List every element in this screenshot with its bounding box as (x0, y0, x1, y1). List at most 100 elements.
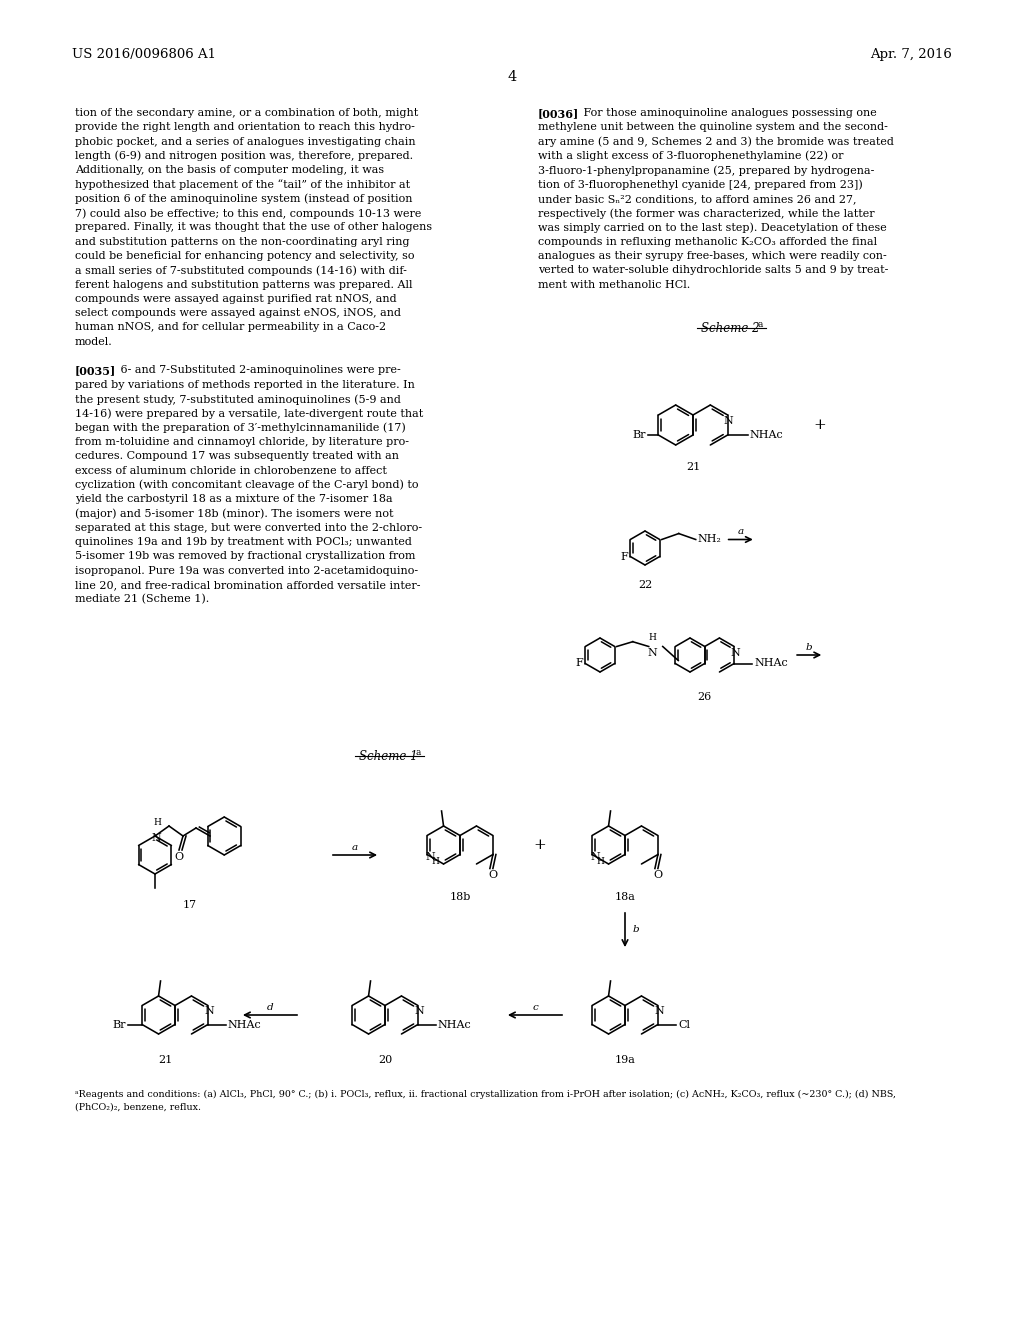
Text: compounds were assayed against purified rat nNOS, and: compounds were assayed against purified … (75, 294, 396, 304)
Text: line 20, and free-radical bromination afforded versatile inter-: line 20, and free-radical bromination af… (75, 579, 421, 590)
Text: US 2016/0096806 A1: US 2016/0096806 A1 (72, 48, 216, 61)
Text: O: O (174, 851, 183, 862)
Text: prepared. Finally, it was thought that the use of other halogens: prepared. Finally, it was thought that t… (75, 222, 432, 232)
Text: respectively (the former was characterized, while the latter: respectively (the former was characteriz… (538, 209, 874, 219)
Text: [0035]: [0035] (75, 366, 117, 376)
Text: For those aminoquinoline analogues possessing one: For those aminoquinoline analogues posse… (573, 108, 877, 117)
Text: (PhCO₂)₂, benzene, reflux.: (PhCO₂)₂, benzene, reflux. (75, 1104, 201, 1111)
Text: with a slight excess of 3-fluorophenethylamine (22) or: with a slight excess of 3-fluorophenethy… (538, 150, 844, 161)
Text: phobic pocket, and a series of analogues investigating chain: phobic pocket, and a series of analogues… (75, 136, 416, 147)
Text: [0036]: [0036] (538, 108, 580, 119)
Text: 21: 21 (686, 462, 700, 473)
Text: 18b: 18b (450, 892, 471, 902)
Text: quinolines 19a and 19b by treatment with POCl₃; unwanted: quinolines 19a and 19b by treatment with… (75, 537, 412, 546)
Text: ᵃReagents and conditions: (a) AlCl₃, PhCl, 90° C.; (b) i. POCl₃, reflux, ii. fra: ᵃReagents and conditions: (a) AlCl₃, PhC… (75, 1090, 896, 1100)
Text: 6- and 7-Substituted 2-aminoquinolines were pre-: 6- and 7-Substituted 2-aminoquinolines w… (110, 366, 400, 375)
Text: 4: 4 (507, 70, 517, 84)
Text: cyclization (with concomitant cleavage of the C-aryl bond) to: cyclization (with concomitant cleavage o… (75, 479, 419, 490)
Text: N: N (590, 851, 600, 862)
Text: +: + (534, 838, 547, 851)
Text: 19a: 19a (614, 1055, 636, 1065)
Text: 17: 17 (183, 900, 197, 909)
Text: O: O (653, 870, 663, 880)
Text: under basic Sₙ²2 conditions, to afford amines 26 and 27,: under basic Sₙ²2 conditions, to afford a… (538, 194, 856, 203)
Text: b: b (806, 643, 812, 652)
Text: (major) and 5-isomer 18b (minor). The isomers were not: (major) and 5-isomer 18b (minor). The is… (75, 508, 393, 519)
Text: NH₂: NH₂ (697, 535, 722, 544)
Text: N: N (654, 1006, 664, 1016)
Text: N: N (648, 648, 657, 657)
Text: NHAc: NHAc (228, 1019, 262, 1030)
Text: from m-toluidine and cinnamoyl chloride, by literature pro-: from m-toluidine and cinnamoyl chloride,… (75, 437, 409, 447)
Text: 14-16) were prepared by a versatile, late-divergent route that: 14-16) were prepared by a versatile, lat… (75, 408, 423, 418)
Text: N: N (414, 1006, 424, 1016)
Text: began with the preparation of 3′-methylcinnamanilide (17): began with the preparation of 3′-methylc… (75, 422, 406, 433)
Text: 5-isomer 19b was removed by fractional crystallization from: 5-isomer 19b was removed by fractional c… (75, 552, 416, 561)
Text: N: N (425, 851, 435, 862)
Text: separated at this stage, but were converted into the 2-chloro-: separated at this stage, but were conver… (75, 523, 422, 533)
Text: 22: 22 (638, 579, 652, 590)
Text: N: N (724, 416, 733, 426)
Text: N: N (152, 833, 161, 843)
Text: O: O (488, 870, 498, 880)
Text: H: H (649, 632, 656, 642)
Text: the present study, 7-substituted aminoquinolines (5-9 and: the present study, 7-substituted aminoqu… (75, 393, 400, 404)
Text: F: F (621, 552, 629, 561)
Text: NHAc: NHAc (438, 1019, 472, 1030)
Text: N: N (204, 1006, 214, 1016)
Text: methylene unit between the quinoline system and the second-: methylene unit between the quinoline sys… (538, 123, 888, 132)
Text: tion of the secondary amine, or a combination of both, might: tion of the secondary amine, or a combin… (75, 108, 418, 117)
Text: isopropanol. Pure 19a was converted into 2-acetamidoquino-: isopropanol. Pure 19a was converted into… (75, 565, 418, 576)
Text: yield the carbostyril 18 as a mixture of the 7-isomer 18a: yield the carbostyril 18 as a mixture of… (75, 494, 392, 504)
Text: human nNOS, and for cellular permeability in a Caco-2: human nNOS, and for cellular permeabilit… (75, 322, 386, 333)
Text: excess of aluminum chloride in chlorobenzene to affect: excess of aluminum chloride in chloroben… (75, 466, 387, 475)
Text: hypothesized that placement of the “tail” of the inhibitor at: hypothesized that placement of the “tail… (75, 180, 411, 190)
Text: Br: Br (113, 1019, 126, 1030)
Text: c: c (532, 1002, 538, 1011)
Text: H: H (153, 818, 161, 828)
Text: Cl: Cl (678, 1019, 690, 1030)
Text: compounds in refluxing methanolic K₂CO₃ afforded the final: compounds in refluxing methanolic K₂CO₃ … (538, 236, 878, 247)
Text: b: b (633, 925, 640, 935)
Text: NHAc: NHAc (750, 430, 783, 440)
Text: cedures. Compound 17 was subsequently treated with an: cedures. Compound 17 was subsequently tr… (75, 451, 399, 461)
Text: position 6 of the aminoquinoline system (instead of position: position 6 of the aminoquinoline system … (75, 194, 413, 205)
Text: Apr. 7, 2016: Apr. 7, 2016 (870, 48, 952, 61)
Text: a: a (352, 842, 358, 851)
Text: select compounds were assayed against eNOS, iNOS, and: select compounds were assayed against eN… (75, 308, 401, 318)
Text: NHAc: NHAc (754, 659, 787, 668)
Text: 7) could also be effective; to this end, compounds 10-13 were: 7) could also be effective; to this end,… (75, 209, 421, 219)
Text: Additionally, on the basis of computer modeling, it was: Additionally, on the basis of computer m… (75, 165, 384, 176)
Text: provide the right length and orientation to reach this hydro-: provide the right length and orientation… (75, 123, 415, 132)
Text: 21: 21 (158, 1055, 172, 1065)
Text: a: a (757, 319, 763, 329)
Text: a: a (415, 748, 421, 756)
Text: verted to water-soluble dihydrochloride salts 5 and 9 by treat-: verted to water-soluble dihydrochloride … (538, 265, 889, 276)
Text: Scheme 1: Scheme 1 (358, 750, 418, 763)
Text: Br: Br (633, 430, 646, 440)
Text: model.: model. (75, 337, 113, 347)
Text: 3-fluoro-1-phenylpropanamine (25, prepared by hydrogena-: 3-fluoro-1-phenylpropanamine (25, prepar… (538, 165, 874, 176)
Text: ment with methanolic HCl.: ment with methanolic HCl. (538, 280, 690, 289)
Text: pared by variations of methods reported in the literature. In: pared by variations of methods reported … (75, 380, 415, 389)
Text: 26: 26 (697, 692, 712, 702)
Text: length (6-9) and nitrogen position was, therefore, prepared.: length (6-9) and nitrogen position was, … (75, 150, 413, 161)
Text: d: d (266, 1002, 273, 1011)
Text: N: N (730, 648, 740, 657)
Text: ary amine (5 and 9, Schemes 2 and 3) the bromide was treated: ary amine (5 and 9, Schemes 2 and 3) the… (538, 136, 894, 147)
Text: +: + (814, 418, 826, 432)
Text: 20: 20 (378, 1055, 392, 1065)
Text: was simply carried on to the last step). Deacetylation of these: was simply carried on to the last step).… (538, 222, 887, 232)
Text: H: H (431, 858, 439, 866)
Text: F: F (575, 657, 584, 668)
Text: Scheme 2: Scheme 2 (700, 322, 760, 335)
Text: and substitution patterns on the non-coordinating aryl ring: and substitution patterns on the non-coo… (75, 236, 410, 247)
Text: a small series of 7-substituted compounds (14-16) with dif-: a small series of 7-substituted compound… (75, 265, 407, 276)
Text: ferent halogens and substitution patterns was prepared. All: ferent halogens and substitution pattern… (75, 280, 413, 289)
Text: mediate 21 (Scheme 1).: mediate 21 (Scheme 1). (75, 594, 209, 605)
Text: analogues as their syrupy free-bases, which were readily con-: analogues as their syrupy free-bases, wh… (538, 251, 887, 261)
Text: a: a (737, 527, 743, 536)
Text: 18a: 18a (614, 892, 636, 902)
Text: H: H (596, 858, 604, 866)
Text: could be beneficial for enhancing potency and selectivity, so: could be beneficial for enhancing potenc… (75, 251, 415, 261)
